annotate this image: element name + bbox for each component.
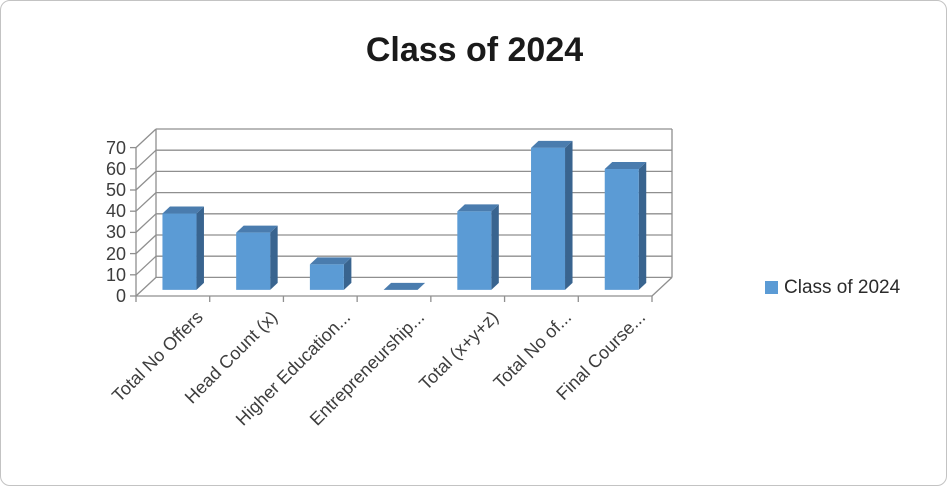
bar-5	[531, 147, 566, 290]
y-axis-tick-label: 60	[105, 158, 126, 179]
bar-2-top	[309, 257, 352, 265]
y-axis-tick-label: 40	[105, 201, 126, 222]
bar-1-top	[236, 225, 278, 233]
sidewall-gridline	[135, 149, 157, 170]
bar-4-top	[457, 204, 499, 212]
sidewall-gridline	[135, 213, 157, 233]
legend: Class of 2024	[765, 278, 900, 297]
bar-4-side	[491, 204, 499, 290]
legend-label: Class of 2024	[784, 277, 901, 298]
y-axis-tick-label: 10	[105, 264, 126, 285]
bar-5-top	[531, 140, 573, 148]
bar-6-top	[604, 162, 647, 170]
bar-2-side	[343, 257, 352, 290]
y-axis-tick-label: 50	[105, 180, 126, 200]
bar-6-side	[638, 162, 647, 290]
bar-5-side	[565, 140, 573, 290]
bar-1	[236, 232, 271, 290]
bar-0-side	[196, 206, 204, 290]
floor-right-edge	[651, 276, 673, 297]
sidewall-gridline	[135, 234, 157, 255]
y-axis-tick-label: 70	[105, 137, 126, 158]
bar-6	[604, 169, 639, 290]
bar-0-top	[162, 206, 204, 214]
legend-swatch	[765, 281, 778, 294]
bar-4	[457, 211, 492, 290]
sidewall-gridline	[135, 255, 157, 276]
bar-3-top	[383, 282, 426, 290]
chart-title: Class of 2024	[365, 31, 584, 69]
sidewall-gridline	[135, 276, 157, 297]
sidewall-gridline	[135, 170, 157, 191]
y-axis-tick-label: 20	[105, 243, 126, 264]
y-axis-tick-label: 30	[105, 222, 126, 243]
bar-1-side	[270, 225, 278, 290]
bar-2	[309, 264, 344, 290]
sidewall-gridline	[135, 192, 157, 212]
y-axis-tick-label: 0	[115, 286, 126, 306]
sidewall-gridline	[135, 128, 157, 149]
bar-0	[162, 213, 197, 290]
